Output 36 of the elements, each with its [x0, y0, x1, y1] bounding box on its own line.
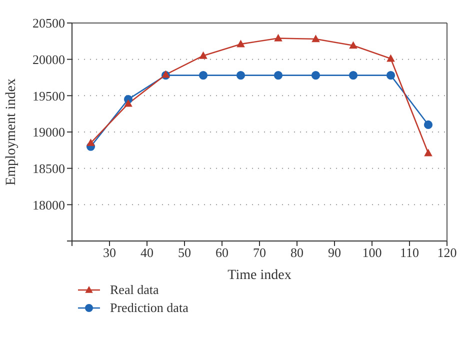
point: [312, 35, 320, 42]
y-tick-label: 19500: [32, 88, 65, 104]
point: [274, 34, 282, 42]
x-tick-label: 50: [178, 245, 191, 260]
x-tick-label: 40: [140, 245, 154, 260]
point: [348, 71, 358, 80]
x-tick-label: 60: [216, 245, 228, 260]
point: [274, 71, 283, 80]
x-tick-label: 90: [328, 245, 341, 260]
legend-label: Prediction data: [110, 300, 188, 316]
point: [236, 71, 246, 80]
x-tick-label: 110: [400, 245, 420, 260]
y-tick-label: 18500: [32, 160, 65, 176]
x-tick-label: 30: [103, 245, 116, 260]
point: [386, 71, 396, 80]
x-tick-label: 120: [437, 245, 457, 260]
point: [311, 71, 320, 80]
point: [236, 40, 245, 48]
y-tick-label: 19000: [32, 124, 65, 140]
point: [386, 54, 395, 62]
point: [124, 100, 132, 107]
point: [198, 71, 208, 80]
point: [424, 149, 432, 156]
y-tick-label: 18000: [32, 197, 65, 212]
x-tick-label: 80: [290, 245, 304, 260]
point: [199, 52, 208, 59]
y-tick-label: 20000: [32, 52, 65, 67]
x-tick-label: 100: [362, 245, 382, 260]
x-tick-label: 70: [253, 245, 266, 260]
point: [424, 120, 433, 130]
y-axis-title: Employment index: [4, 78, 19, 186]
legend-label: Real data: [110, 282, 159, 298]
y-tick-label: 20500: [32, 16, 65, 31]
x-axis-title: Time index: [228, 268, 292, 283]
point: [349, 42, 358, 49]
point: [86, 139, 95, 146]
